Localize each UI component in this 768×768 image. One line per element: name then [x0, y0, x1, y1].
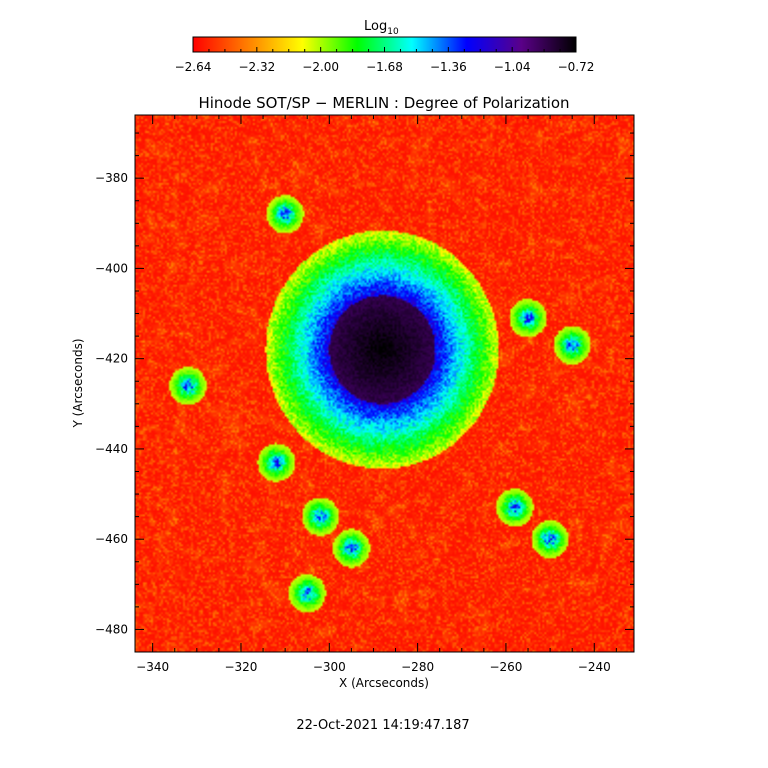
colorbar-tick-label: −2.32 — [238, 60, 275, 74]
x-tick-label: −280 — [401, 660, 434, 674]
chart-title: Hinode SOT/SP − MERLIN : Degree of Polar… — [198, 94, 569, 112]
y-tick-label: −400 — [95, 261, 128, 275]
colorbar-tick-label: −1.36 — [430, 60, 467, 74]
y-tick-label: −460 — [95, 532, 128, 546]
y-tick-label: −420 — [95, 352, 128, 366]
colorbar-ticks: −2.64 −2.32 −2.00 −1.68 −1.36 −1.04 −0.72 — [175, 47, 595, 74]
x-axis-label: X (Arcseconds) — [339, 676, 429, 690]
heatmap-image — [135, 115, 634, 652]
x-tick-label: −300 — [313, 660, 346, 674]
colorbar-label: Log10 — [364, 19, 399, 37]
colorbar-tick-label: −1.04 — [494, 60, 531, 74]
colorbar-tick-label: −1.68 — [366, 60, 403, 74]
plot-frame — [134, 114, 635, 653]
y-tick-label: −380 — [95, 171, 128, 185]
y-tick-label: −440 — [95, 442, 128, 456]
colorbar-tick-label: −2.64 — [175, 60, 212, 74]
x-tick-label: −260 — [489, 660, 522, 674]
y-axis-label: Y (Arcseconds) — [71, 338, 85, 428]
timestamp: 22-Oct-2021 14:19:47.187 — [296, 718, 469, 733]
y-tick-label: −480 — [95, 622, 128, 636]
x-axis: −340 −320 −300 −280 −260 −240 — [136, 115, 617, 674]
colorbar-tick-label: −0.72 — [558, 60, 595, 74]
y-axis: −380 −400 −420 −440 −460 −480 — [95, 132, 634, 653]
colorbar-tick-label: −2.00 — [302, 60, 339, 74]
x-tick-label: −320 — [224, 660, 257, 674]
x-tick-label: −240 — [578, 660, 611, 674]
x-tick-label: −340 — [136, 660, 169, 674]
